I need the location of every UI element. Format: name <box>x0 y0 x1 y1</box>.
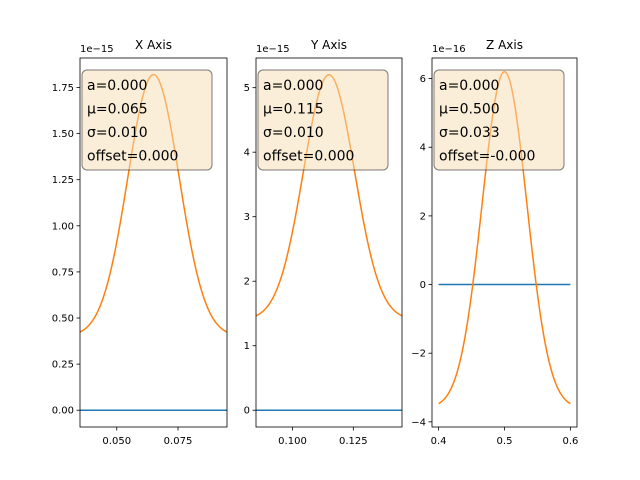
x-tick-label: 0.4 <box>431 436 447 447</box>
subplot-3: 0.4 0.5 0.6 −4 −2 0 2 4 6 1e−16 Z Axis a=0.000 μ=0.5… <box>411 38 578 447</box>
y-tick-label: 2 <box>244 277 250 288</box>
subplot-2: 0.100 0.125 0 1 2 3 4 5 1e−15 Y Axis a=0.000 μ=0.11… <box>244 38 403 447</box>
stats-line: σ=0.033 <box>439 125 500 141</box>
y-tick-label: 1.75 <box>52 83 74 94</box>
stats-line: a=0.000 <box>263 78 323 94</box>
y-tick-label: −4 <box>411 417 426 428</box>
axes-frame <box>79 57 228 428</box>
subplot-title: Y Axis <box>310 38 347 52</box>
x-tick-label: 0.075 <box>164 436 193 447</box>
y-tick-label: −2 <box>411 349 426 360</box>
y-tick-label: 4 <box>244 148 250 159</box>
y-tick-label: 1 <box>244 341 250 352</box>
stats-line: μ=0.115 <box>263 102 324 118</box>
axis-offset-label: 1e−15 <box>80 44 114 55</box>
stats-box <box>81 69 213 171</box>
y-tick-label: 1.25 <box>52 175 74 186</box>
y-tick-label: 0.25 <box>52 360 74 371</box>
subplot-1: 0.050 0.075 0.00 0.25 0.50 0.75 1.00 1.25 1.50 1.… <box>52 38 228 447</box>
axes-frame <box>255 57 403 428</box>
y-tick-label: 0 <box>244 406 250 417</box>
y-tick-label: 1.00 <box>52 221 74 232</box>
stats-line: μ=0.500 <box>439 102 500 118</box>
stats-line: offset=0.000 <box>263 149 354 165</box>
y-tick-label: 6 <box>420 74 426 85</box>
stats-line: σ=0.010 <box>263 125 324 141</box>
y-tick-label: 2 <box>420 211 426 222</box>
y-tick-label: 0.50 <box>52 314 74 325</box>
subplot-title: X Axis <box>135 38 172 52</box>
y-tick-label: 4 <box>420 143 426 154</box>
y-tick-label: 1.50 <box>52 129 74 140</box>
y-tick-label: 0.00 <box>52 406 74 417</box>
stats-line: μ=0.065 <box>87 102 148 118</box>
stats-box <box>433 69 565 171</box>
stats-line: σ=0.010 <box>87 125 148 141</box>
y-tick-label: 5 <box>244 83 250 94</box>
stats-line: offset=-0.000 <box>439 149 535 165</box>
x-tick-label: 0.100 <box>278 436 307 447</box>
y-tick-label: 0 <box>420 280 426 291</box>
y-tick-label: 0.75 <box>52 267 74 278</box>
x-tick-label: 0.5 <box>497 436 513 447</box>
stats-box <box>257 69 389 171</box>
x-tick-label: 0.125 <box>339 436 368 447</box>
x-tick-label: 0.050 <box>102 436 131 447</box>
axis-offset-label: 1e−15 <box>256 44 290 55</box>
stats-line: a=0.000 <box>439 78 499 94</box>
stats-line: a=0.000 <box>87 78 147 94</box>
y-tick-label: 3 <box>244 212 250 223</box>
axis-offset-label: 1e−16 <box>432 44 466 55</box>
subplot-title: Z Axis <box>486 38 523 52</box>
stats-line: offset=0.000 <box>87 149 178 165</box>
x-tick-label: 0.6 <box>562 436 578 447</box>
